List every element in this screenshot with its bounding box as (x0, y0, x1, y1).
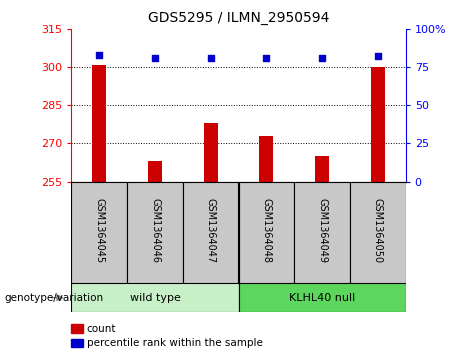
Bar (71, 283, 239, 312)
Bar (204, 123, 218, 182)
Bar (371, 67, 385, 182)
Text: GSM1364045: GSM1364045 (95, 198, 104, 263)
Point (207, 55, 214, 61)
Text: GSM1364049: GSM1364049 (317, 198, 327, 263)
Bar (350, 182, 406, 283)
Text: genotype/variation: genotype/variation (5, 293, 104, 303)
Point (263, 55, 270, 61)
Bar (92, 65, 106, 182)
Text: wild type: wild type (130, 293, 180, 303)
Text: GSM1364047: GSM1364047 (206, 198, 216, 263)
Point (95, 52, 103, 58)
Bar (315, 156, 329, 182)
Text: KLHL40 null: KLHL40 null (289, 293, 355, 303)
Title: GDS5295 / ILMN_2950594: GDS5295 / ILMN_2950594 (148, 11, 329, 25)
Bar (238, 182, 294, 283)
Bar (127, 182, 183, 283)
Bar (71, 182, 127, 283)
Text: count: count (87, 323, 116, 334)
Bar (260, 136, 273, 182)
Text: percentile rank within the sample: percentile rank within the sample (87, 338, 263, 348)
Bar (148, 161, 162, 182)
Text: GSM1364046: GSM1364046 (150, 198, 160, 263)
Point (319, 55, 326, 61)
Point (374, 54, 382, 60)
Bar (294, 182, 350, 283)
Text: GSM1364048: GSM1364048 (261, 198, 272, 263)
Point (151, 55, 159, 61)
Text: GSM1364050: GSM1364050 (373, 198, 383, 263)
Bar (238, 283, 406, 312)
Bar (183, 182, 238, 283)
